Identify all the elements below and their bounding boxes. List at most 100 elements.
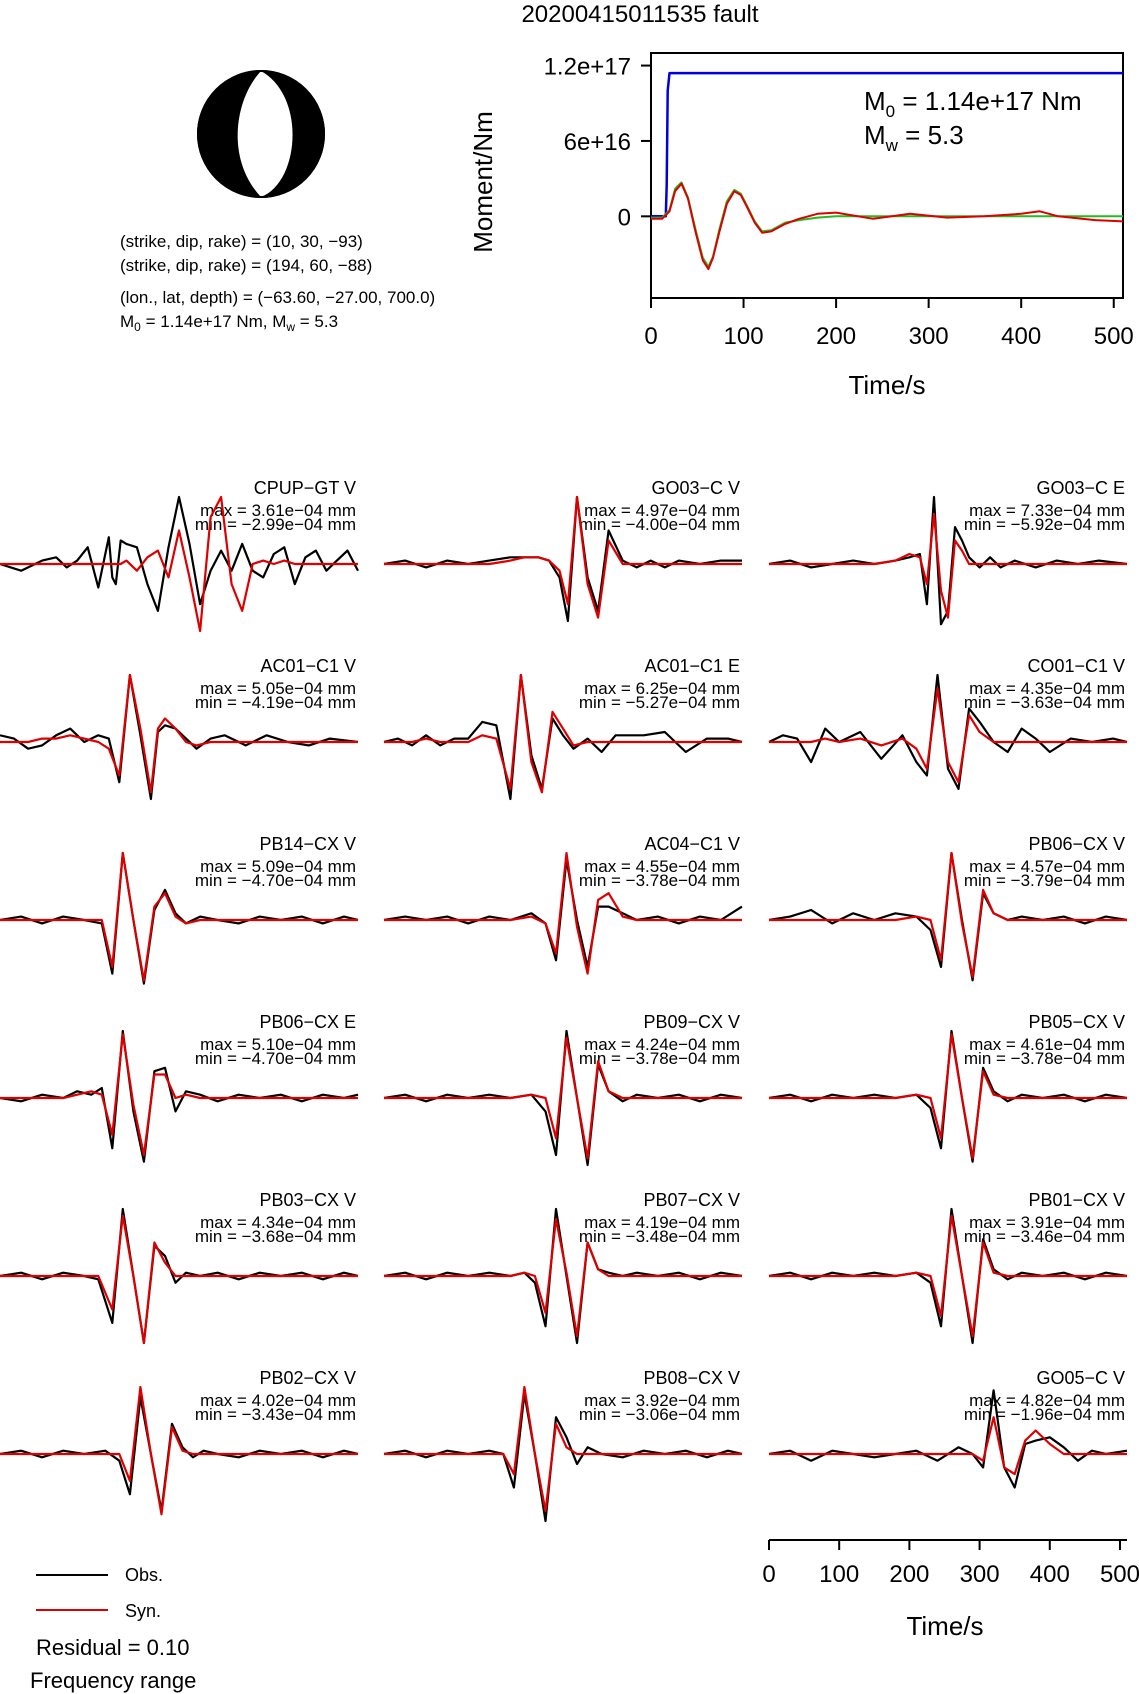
station-label: PB08−CX V	[643, 1368, 740, 1388]
moment-plot-frame	[650, 52, 1124, 299]
synthetic-trace	[0, 1033, 358, 1157]
waveform-max-label: max = 7.33e−04 mm	[969, 501, 1125, 520]
waveform-xlabel: Time/s	[906, 1611, 983, 1641]
waveform-max-label: max = 3.92e−04 mm	[584, 1391, 740, 1410]
moment-y-tick-label: 6e+16	[564, 129, 631, 156]
moment-y-tick-label: 1.2e+17	[544, 54, 631, 81]
waveform-min-label: min = −1.96e−04 mm	[964, 1405, 1125, 1424]
moment-x-tick-label: 200	[816, 323, 856, 350]
mechanism-plane2: (strike, dip, rake) = (194, 60, −88)	[120, 256, 372, 275]
synthetic-trace	[384, 1385, 742, 1513]
moment-series	[651, 71, 1124, 271]
waveform-max-label: max = 4.55e−04 mm	[584, 857, 740, 876]
waveform-min-label: min = −3.78e−04 mm	[579, 871, 740, 890]
waveform-x-tick-label: 500	[1100, 1561, 1139, 1588]
observed-trace	[768, 673, 1128, 791]
station-label: GO05−C V	[1036, 1368, 1125, 1388]
waveform-max-label: max = 4.82e−04 mm	[969, 1391, 1125, 1410]
mechanism-location: (lon., lat, depth) = (−63.60, −27.00, 70…	[120, 288, 435, 307]
waveform-x-tick-label: 400	[1030, 1561, 1070, 1588]
waveform-min-label: min = −5.27e−04 mm	[579, 693, 740, 712]
waveform-max-label: max = 4.97e−04 mm	[584, 501, 740, 520]
synthetic-trace	[384, 1217, 742, 1338]
station-label: GO03−C E	[1036, 478, 1125, 498]
waveform-max-label: max = 5.05e−04 mm	[200, 679, 356, 698]
moment-plot: 0 6e+16 1.2e+17 0 100 200 300 400 500 M0 = 1.14…	[468, 52, 1134, 400]
synthetic-trace	[0, 851, 358, 982]
synthetic-trace	[0, 1214, 358, 1345]
waveform-min-label: min = −3.46e−04 mm	[964, 1227, 1125, 1246]
moment-y-axis: 0 6e+16 1.2e+17	[544, 54, 651, 231]
moment-xlabel: Time/s	[848, 370, 925, 400]
station-label: PB07−CX V	[643, 1190, 740, 1210]
waveform-x-tick-label: 300	[960, 1561, 1000, 1588]
waveform-max-label: max = 4.61e−04 mm	[969, 1035, 1125, 1054]
waveform-max-label: max = 4.19e−04 mm	[584, 1213, 740, 1232]
legend-syn-label: Syn.	[125, 1601, 161, 1621]
legend: Obs. Syn. Residual = 0.10 Frequency rang…	[30, 1565, 196, 1693]
waveform-min-label: min = −4.70e−04 mm	[195, 1049, 356, 1068]
synthetic-trace	[769, 1033, 1127, 1160]
station-label: PB05−CX V	[1028, 1012, 1125, 1032]
station-label: PB14−CX V	[259, 834, 356, 854]
moment-ylabel: Moment/Nm	[468, 111, 498, 253]
waveform-max-label: max = 5.10e−04 mm	[200, 1035, 356, 1054]
waveform-max-label: max = 3.61e−04 mm	[200, 501, 356, 520]
moment-rate-red-line	[651, 182, 1124, 271]
synthetic-trace	[0, 495, 358, 633]
waveform-min-label: min = −3.78e−04 mm	[579, 1049, 740, 1068]
station-label: PB02−CX V	[259, 1368, 356, 1388]
station-label: CPUP−GT V	[254, 478, 356, 498]
synthetic-trace	[384, 673, 742, 794]
waveform-min-label: min = −3.79e−04 mm	[964, 871, 1125, 890]
waveform-min-label: min = −3.63e−04 mm	[964, 693, 1125, 712]
station-label: GO03−C V	[651, 478, 740, 498]
waveform-min-label: min = −4.00e−04 mm	[579, 515, 740, 534]
waveform-min-label: min = −3.06e−04 mm	[579, 1405, 740, 1424]
waveform-max-label: max = 6.25e−04 mm	[584, 679, 740, 698]
waveform-x-tick-label: 0	[762, 1561, 775, 1588]
figure-title: 20200415011535 fault	[521, 1, 758, 28]
waveform-min-label: min = −3.48e−04 mm	[579, 1227, 740, 1246]
synthetic-trace	[769, 512, 1127, 619]
synthetic-trace	[384, 851, 742, 975]
legend-frequency-range: Frequency range	[30, 1668, 196, 1693]
mechanism-plane1: (strike, dip, rake) = (10, 30, −93)	[120, 232, 363, 251]
waveform-x-tick-label: 200	[889, 1561, 929, 1588]
moment-x-tick-label: 100	[724, 323, 764, 350]
station-label: PB01−CX V	[1028, 1190, 1125, 1210]
synthetic-trace	[0, 1385, 358, 1516]
synthetic-trace	[384, 1036, 742, 1160]
moment-mw-text: Mw = 5.3	[864, 120, 964, 155]
waveform-x-tick-label: 100	[819, 1561, 859, 1588]
observed-trace	[0, 851, 359, 985]
station-label: PB09−CX V	[643, 1012, 740, 1032]
waveform-max-label: max = 4.57e−04 mm	[969, 857, 1125, 876]
waveform-min-label: min = −3.43e−04 mm	[195, 1405, 356, 1424]
waveform-min-label: min = −4.70e−04 mm	[195, 871, 356, 890]
station-label: AC04−C1 V	[644, 834, 740, 854]
station-label: AC01−C1 E	[644, 656, 740, 676]
waveform-min-label: min = −3.78e−04 mm	[964, 1049, 1125, 1068]
waveform-max-label: max = 4.35e−04 mm	[969, 679, 1125, 698]
observed-trace	[0, 495, 359, 613]
moment-x-tick-label: 0	[644, 323, 657, 350]
synthetic-trace	[769, 1416, 1127, 1476]
moment-x-tick-label: 400	[1001, 323, 1041, 350]
waveform-max-label: max = 3.91e−04 mm	[969, 1213, 1125, 1232]
waveform-max-label: max = 4.02e−04 mm	[200, 1391, 356, 1410]
